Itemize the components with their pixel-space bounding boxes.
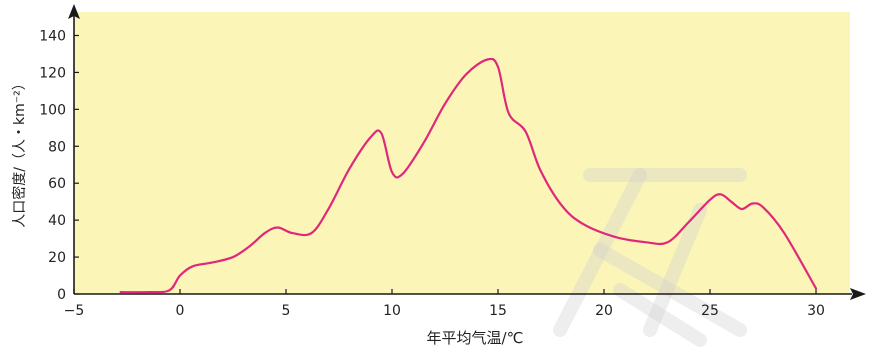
watermark-stroke [613,283,707,347]
y-axis-arrow [68,4,80,19]
watermark-stroke [593,243,747,337]
y-tick-label: 80 [48,139,66,155]
x-tick-label: 25 [701,303,719,319]
watermark [553,168,747,347]
x-tick-label: −5 [64,303,85,319]
y-tick-label: 140 [39,29,66,45]
y-tick-label: 100 [39,102,66,118]
y-tick-label: 20 [48,250,66,266]
y-tick-label: 60 [48,176,66,192]
y-tick-label: 0 [57,287,66,303]
x-tick-label: 0 [176,303,185,319]
watermark-stroke [553,168,647,337]
watermark-stroke [643,203,707,337]
x-tick-label: 5 [282,303,291,319]
x-tick-label: 15 [489,303,507,319]
x-tick-label: 10 [383,303,401,319]
y-tick-label: 120 [39,65,66,81]
y-tick-label: 40 [48,213,66,229]
x-axis-arrow [850,288,866,300]
axes [68,4,866,300]
plot-area [74,12,850,294]
x-axis-label: 年平均气温/℃ [427,329,524,347]
x-tick-label: 20 [595,303,613,319]
series-line [119,57,818,294]
x-tick-label: 30 [807,303,825,319]
y-axis-label: 人口密度/（人・km⁻²） [11,76,28,227]
